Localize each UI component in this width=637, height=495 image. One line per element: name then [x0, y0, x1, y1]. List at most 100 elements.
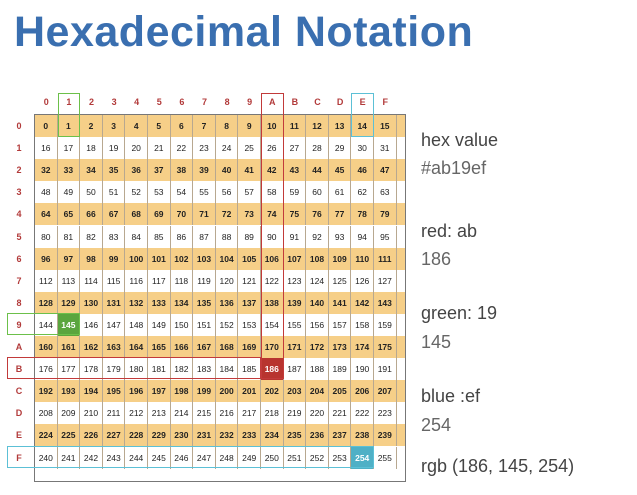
blue-value: 254 — [421, 415, 452, 435]
table-row: 112 113 114 115 116 117 118 119 120 121 122 123 124 1… — [35, 269, 405, 292]
table-cell: 221 — [329, 402, 352, 425]
table-cell: 29 — [329, 137, 352, 160]
table-cell: 63 — [374, 181, 397, 204]
table-cell: 16 — [35, 137, 58, 160]
table-cell: 179 — [103, 358, 126, 381]
table-cell: 243 — [103, 446, 126, 469]
table-cell: 168 — [216, 336, 239, 358]
table-cell: 183 — [193, 358, 216, 381]
table-cell: 106 — [261, 247, 284, 270]
table-cell: 204 — [306, 380, 329, 403]
table-cell: 30 — [351, 137, 374, 160]
table-cell: 65 — [58, 203, 81, 226]
table-cell: 130 — [80, 291, 103, 314]
table-cell: 184 — [216, 358, 239, 381]
table-cell: 20 — [125, 137, 148, 160]
table-cell: 248 — [216, 446, 239, 469]
table-cell: 245 — [148, 446, 171, 469]
table-cell: 6 — [171, 115, 194, 137]
table-cell: 3 — [103, 115, 126, 137]
table-cell: 140 — [306, 291, 329, 314]
table-cell: 81 — [58, 225, 81, 248]
table-cell: 214 — [171, 402, 194, 425]
table-cell: 160 — [35, 336, 58, 358]
table-cell: 9 — [238, 115, 261, 137]
table-cell: 246 — [171, 446, 194, 469]
table-row: 128 129 130 131 132 133 134 135 136 137 138 139 140 1… — [35, 291, 405, 314]
table-cell: 177 — [58, 358, 81, 381]
table-cell: 40 — [216, 159, 239, 182]
table-cell: 51 — [103, 181, 126, 204]
table-cell: 131 — [103, 291, 126, 314]
table-cell: 59 — [284, 181, 307, 204]
table-cell: 195 — [103, 380, 126, 403]
table-cell: 218 — [261, 402, 284, 425]
table-cell: 136 — [216, 291, 239, 314]
table-cell: 27 — [284, 137, 307, 160]
table-cell: 141 — [329, 291, 352, 314]
table-cell: 159 — [374, 313, 397, 336]
table-cell: 13 — [329, 115, 352, 137]
table-cell: 187 — [284, 358, 307, 381]
table-cell: 2 — [80, 115, 103, 137]
row-header-D: D — [15, 408, 23, 419]
table-cell: 45 — [329, 159, 352, 182]
table-cell: 220 — [306, 402, 329, 425]
table-cell: 50 — [80, 181, 103, 204]
table-cell: 199 — [193, 380, 216, 403]
table-cell: 144 — [35, 313, 58, 336]
table-cell: 189 — [329, 358, 352, 381]
table-cell: 239 — [374, 424, 397, 447]
table-cell: 206 — [351, 380, 374, 403]
table-row: 160 161 162 163 164 165 166 167 168 169 170 171 172 1… — [35, 336, 405, 358]
table-cell: 120 — [216, 269, 239, 292]
table-cell: 14 — [351, 115, 374, 137]
table-cell: 219 — [284, 402, 307, 425]
table-cell: 241 — [58, 446, 81, 469]
table-row: 96 97 98 99 100 101 102 103 104 105 106 107 108 109 11… — [35, 247, 405, 270]
table-cell: 19 — [103, 137, 126, 160]
table-cell: 72 — [216, 203, 239, 226]
table-cell: 36 — [125, 159, 148, 182]
table-cell: 31 — [374, 137, 397, 160]
table-cell: 101 — [148, 247, 171, 270]
table-cell: 132 — [125, 291, 148, 314]
table-cell: 211 — [103, 402, 126, 425]
table-row: 224 225 226 227 228 229 230 231 232 233 234 235 236 2… — [35, 424, 405, 447]
table-cell: 74 — [261, 203, 284, 226]
row-header-7: 7 — [16, 275, 22, 286]
table-cell: 48 — [35, 181, 58, 204]
blue-label: blue :ef — [421, 386, 481, 406]
table-cell: 107 — [284, 247, 307, 270]
table-cell: 167 — [193, 336, 216, 358]
table-cell: 98 — [80, 247, 103, 270]
table-cell: 44 — [306, 159, 329, 182]
table-cell: 229 — [148, 424, 171, 447]
row-header-6: 6 — [16, 253, 22, 264]
table-cell: 147 — [103, 313, 126, 336]
table-cell: 17 — [58, 137, 81, 160]
table-cell: 154 — [261, 313, 284, 336]
table-cell: 79 — [374, 203, 397, 226]
table-cell: 133 — [148, 291, 171, 314]
table-cell: 84 — [125, 225, 148, 248]
table-cell: 89 — [238, 225, 261, 248]
table-cell: 138 — [261, 291, 284, 314]
table-cell: 55 — [193, 181, 216, 204]
table-cell: 249 — [238, 446, 261, 469]
table-cell: 233 — [238, 424, 261, 447]
table-cell: 71 — [193, 203, 216, 226]
row-header-4: 4 — [16, 209, 22, 220]
table-cell: 83 — [103, 225, 126, 248]
table-cell: 223 — [374, 402, 397, 425]
table-cell: 162 — [80, 336, 103, 358]
green-value: 145 — [421, 332, 452, 352]
table-cell: 194 — [80, 380, 103, 403]
table-cell: 134 — [171, 291, 194, 314]
table-cell: 95 — [374, 225, 397, 248]
table-cell: 210 — [80, 402, 103, 425]
table-cell: 217 — [238, 402, 261, 425]
table-cell: 43 — [284, 159, 307, 182]
table-cell: 116 — [125, 269, 148, 292]
table-cell: 255 — [374, 446, 397, 469]
